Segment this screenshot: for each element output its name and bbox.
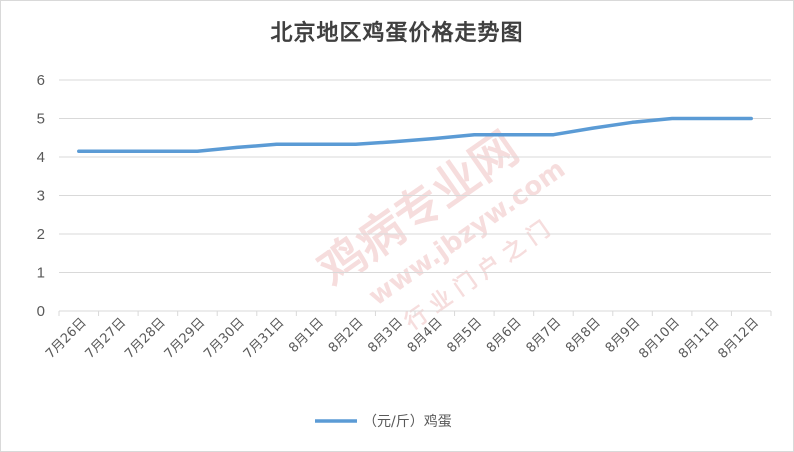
data-point xyxy=(354,142,358,146)
data-point xyxy=(393,140,397,144)
legend: （元/斤）鸡蛋 xyxy=(315,413,452,430)
data-point xyxy=(235,145,239,149)
data-point xyxy=(749,117,753,120)
x-tick-label: 8月7日 xyxy=(524,315,565,356)
x-tick-label: 7月26日 xyxy=(43,315,90,362)
data-point xyxy=(631,120,635,124)
x-tick-label: 8月10日 xyxy=(636,315,683,362)
data-point xyxy=(512,133,516,137)
chart-title: 北京地区鸡蛋价格走势图 xyxy=(270,21,524,46)
data-point xyxy=(710,117,714,120)
x-tick-label: 7月31日 xyxy=(241,315,288,362)
x-tick-label: 8月6日 xyxy=(484,315,525,356)
data-point xyxy=(195,149,199,153)
data-point xyxy=(472,133,476,137)
y-tick-label: 6 xyxy=(37,72,45,89)
data-point xyxy=(314,142,318,146)
x-tick-label: 8月8日 xyxy=(563,315,604,356)
data-point xyxy=(551,133,555,137)
x-tick-label: 8月3日 xyxy=(365,315,406,356)
series-line-0 xyxy=(77,116,753,153)
y-tick-label: 3 xyxy=(37,188,45,205)
x-tick-label: 8月2日 xyxy=(326,315,367,356)
y-axis: 0 1 2 3 4 5 6 xyxy=(37,72,45,320)
x-tick-label: 7月30日 xyxy=(201,315,248,362)
y-tick-label: 5 xyxy=(37,111,45,128)
data-point xyxy=(433,137,437,140)
x-tick-label: 7月28日 xyxy=(122,315,169,362)
series-layer xyxy=(77,116,753,153)
x-tick-label: 7月29日 xyxy=(162,315,209,362)
data-point xyxy=(116,149,120,153)
y-tick-label: 1 xyxy=(37,265,45,282)
x-tick-label: 8月1日 xyxy=(286,315,327,356)
x-tick-label: 8月5日 xyxy=(444,315,485,356)
y-tick-label: 2 xyxy=(37,226,45,243)
legend-label: （元/斤）鸡蛋 xyxy=(363,413,452,430)
y-tick-label: 4 xyxy=(37,149,45,166)
data-point xyxy=(670,117,674,120)
data-point xyxy=(275,142,279,146)
x-tick-label: 8月11日 xyxy=(676,315,723,362)
data-point xyxy=(591,126,595,130)
x-tick-label: 8月12日 xyxy=(716,315,763,362)
data-point xyxy=(77,149,81,153)
data-point xyxy=(156,149,160,153)
y-tick-label: 0 xyxy=(37,303,45,320)
x-tick-label: 7月27日 xyxy=(83,315,130,362)
